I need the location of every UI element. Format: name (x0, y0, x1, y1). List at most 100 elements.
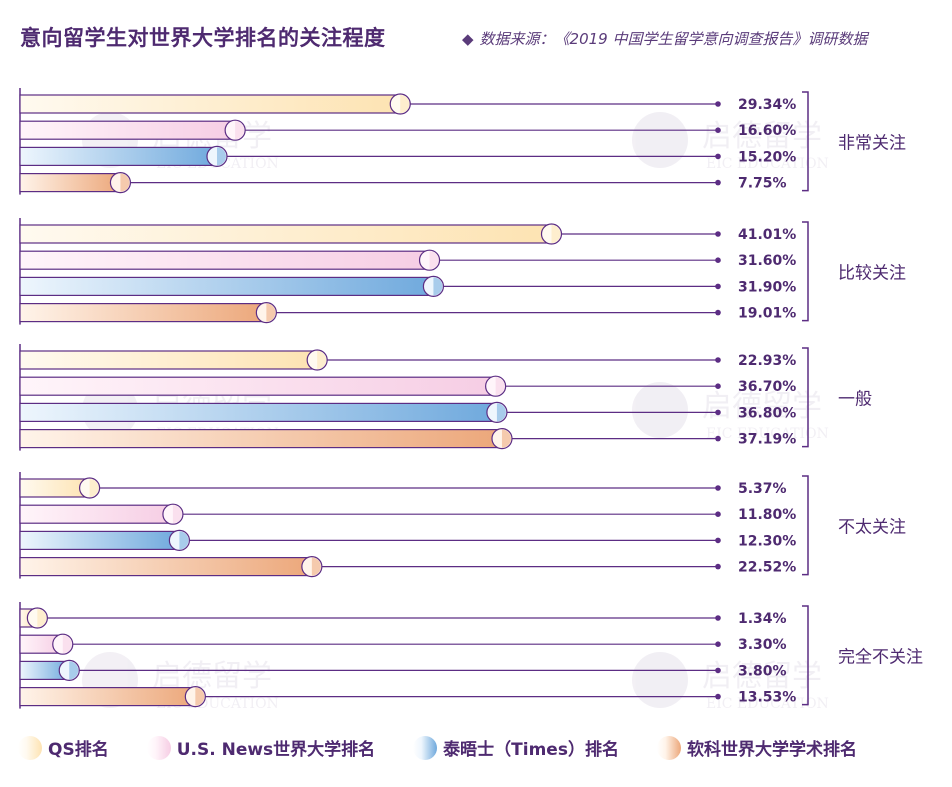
bar-end-cap-shade (172, 505, 182, 524)
bar-end-cap-shade (501, 429, 511, 448)
category-label: 不太关注 (838, 517, 906, 537)
guide-end-dot (715, 485, 721, 491)
value-label: 7.75% (738, 176, 787, 192)
bar-end-cap-shade (62, 635, 72, 654)
labels-layer: 非常关注 29.34% 16.60% 15.20% 7.75% 比较关注 41.01% 31.… (738, 97, 923, 706)
legend-item: 泰晤士（Times）排名 (413, 735, 619, 760)
value-label: 36.80% (738, 405, 796, 421)
guide-end-dot (715, 615, 721, 621)
value-label: 36.70% (738, 379, 796, 395)
category-bracket (802, 605, 809, 706)
bar-end-cap-shade (179, 531, 189, 550)
guide-end-dot (715, 511, 721, 517)
guide-end-dot (715, 283, 721, 290)
legend-swatch (656, 735, 681, 760)
bar-end-cap-shade (216, 147, 226, 166)
guide-end-dot (715, 257, 721, 264)
chart-legend: QS排名 U.S. News世界大学排名 泰晤士（Times）排名 软科世界大学学术排… (18, 735, 895, 760)
legend-label: 软科世界大学学术排名 (686, 740, 857, 760)
guide-end-dot (715, 309, 721, 316)
category-label: 完全不关注 (838, 647, 923, 667)
bar-end-cap-shade (69, 661, 79, 680)
legend-label: QS排名 (48, 740, 109, 760)
bar-end-cap-shade (235, 121, 245, 140)
bar-end-cap-shade (317, 351, 327, 369)
guide-end-dot (715, 231, 721, 237)
bar-end-cap-shade (429, 251, 439, 270)
value-label: 37.19% (738, 432, 796, 448)
data-source-note: ◆ 数据来源：《2019 中国学生留学意向调查报告》调研数据 (462, 28, 868, 49)
bar (19, 224, 553, 244)
bar-end-cap-shade (89, 479, 99, 497)
bar (19, 94, 401, 114)
bar-end-cap-shade (551, 225, 561, 243)
guide-end-dot (715, 693, 721, 700)
data-source-text: 数据来源：《2019 中国学生留学意向调查报告》调研数据 (479, 30, 868, 48)
bar (19, 429, 503, 449)
bar (19, 504, 174, 524)
legend-swatch (413, 735, 438, 760)
bar (19, 376, 497, 396)
value-label: 19.01% (738, 306, 796, 322)
watermark-en: EIC EDUCATION (706, 426, 829, 442)
bar-end-cap-shade (37, 609, 47, 627)
bar-end-cap-shade (495, 377, 505, 396)
value-label: 11.80% (738, 507, 796, 523)
bar (19, 250, 431, 270)
value-label: 3.30% (738, 637, 787, 653)
value-label: 5.37% (738, 481, 787, 497)
bar-end-cap-shade (311, 557, 321, 576)
value-label: 15.20% (738, 149, 796, 165)
value-label: 16.60% (738, 123, 796, 139)
value-label: 3.80% (738, 663, 787, 679)
legend-item: 软科世界大学学术排名 (656, 735, 857, 760)
bar (19, 303, 267, 323)
legend-label: U.S. News世界大学排名 (176, 740, 376, 760)
guide-end-dot (715, 563, 721, 570)
guide-end-dot (715, 153, 721, 160)
value-label: 12.30% (738, 533, 796, 549)
bar-end-cap-shade (400, 95, 410, 113)
bar (19, 146, 218, 166)
value-label: 31.60% (738, 253, 796, 269)
value-label: 29.34% (738, 97, 796, 113)
category-bracket (802, 475, 809, 576)
guide-end-dot (715, 179, 721, 186)
watermark-en: EIC EDUCATION (706, 156, 829, 172)
watermark: 启德留学 EIC EDUCATION (632, 382, 829, 442)
guide-end-dot (715, 357, 721, 363)
value-label: 31.90% (738, 279, 796, 295)
legend-item: QS排名 (18, 735, 109, 760)
bar (19, 276, 435, 296)
guide-end-dot (715, 641, 721, 647)
legend-swatch (146, 735, 171, 760)
guide-end-dot (715, 667, 721, 674)
category-label: 比较关注 (838, 263, 906, 283)
value-label: 13.53% (738, 690, 796, 706)
category-label: 非常关注 (838, 133, 906, 153)
watermark-cn: 启德留学 (702, 119, 822, 154)
legend-label: 泰晤士（Times）排名 (443, 740, 619, 760)
value-label: 22.52% (738, 560, 796, 576)
category-bracket (802, 347, 809, 448)
bar-end-cap-shade (433, 277, 443, 296)
bar-end-cap-shade (120, 173, 130, 192)
bar-end-cap-shade (266, 303, 276, 322)
category-bracket (802, 91, 809, 192)
guide-end-dot (715, 127, 721, 133)
bars-layer (19, 88, 809, 709)
watermark-cn: 启德留学 (702, 659, 822, 694)
value-label: 41.01% (738, 227, 796, 243)
legend-swatch (18, 735, 42, 760)
watermark-cn: 启德留学 (702, 389, 822, 424)
bar (19, 350, 318, 370)
category-label: 一般 (838, 389, 872, 409)
guide-end-dot (715, 383, 721, 390)
bar-end-cap-shade (195, 687, 205, 706)
bar-end-cap-shade (496, 403, 506, 422)
bar (19, 686, 196, 707)
bar (19, 556, 313, 577)
